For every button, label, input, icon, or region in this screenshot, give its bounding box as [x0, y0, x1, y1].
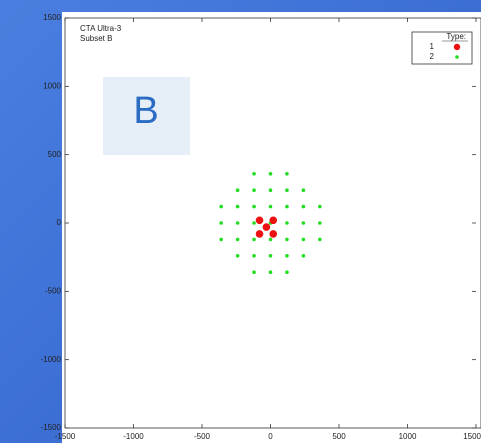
- badge: B: [133, 90, 158, 132]
- point: [301, 221, 306, 225]
- point: [269, 230, 278, 238]
- legend-box: [411, 31, 473, 65]
- annotation: CTA Ultra-3: [80, 24, 122, 33]
- point: [269, 216, 278, 225]
- point: [301, 254, 306, 258]
- point: [318, 204, 322, 209]
- point: [255, 216, 264, 225]
- y-tick-label: -500: [45, 286, 62, 295]
- point: [285, 221, 289, 225]
- point: [252, 204, 256, 209]
- point: [268, 172, 273, 176]
- x-tick-label: -1500: [55, 432, 76, 441]
- y-tick-label: 1000: [43, 81, 61, 90]
- point: [301, 204, 306, 209]
- y-tick-label: 500: [48, 150, 62, 159]
- point: [268, 204, 273, 209]
- point: [235, 221, 240, 225]
- point: [219, 204, 223, 209]
- x-tick-label: -500: [194, 432, 211, 441]
- y-tick-label: 1500: [43, 13, 61, 22]
- point: [268, 188, 273, 192]
- point: [301, 237, 306, 242]
- point: [252, 270, 256, 275]
- point: [268, 254, 273, 258]
- point: [285, 237, 289, 242]
- y-tick-label: 0: [57, 218, 62, 227]
- x-tick-label: 1000: [399, 432, 417, 441]
- point: [285, 254, 289, 258]
- y-tick-label: -1000: [41, 355, 62, 364]
- point: [318, 237, 322, 242]
- point: [285, 204, 289, 209]
- point: [285, 172, 289, 176]
- point: [235, 254, 240, 258]
- annotation: Subset B: [80, 34, 112, 43]
- point: [252, 188, 256, 192]
- point: [262, 223, 271, 231]
- y-tick-label: -1500: [41, 423, 62, 432]
- point: [252, 237, 256, 242]
- legend-swatch: [455, 55, 459, 59]
- point: [301, 188, 306, 192]
- point: [252, 254, 256, 258]
- legend-swatch: [453, 43, 461, 51]
- x-tick-label: 0: [268, 432, 273, 441]
- x-tick-label: -1000: [123, 432, 144, 441]
- point: [252, 221, 256, 225]
- point: [268, 270, 273, 275]
- badge-box: [103, 77, 190, 155]
- point: [285, 270, 289, 275]
- point: [219, 237, 223, 242]
- point: [255, 230, 264, 238]
- point: [318, 221, 322, 225]
- point: [285, 188, 289, 192]
- x-tick-label: 500: [332, 432, 346, 441]
- point: [235, 188, 240, 192]
- point: [235, 204, 240, 209]
- plot-panel: [62, 12, 481, 443]
- point: [219, 221, 223, 225]
- legend-title: Type:: [446, 32, 466, 41]
- legend-label: 1: [430, 42, 435, 51]
- legend-label: 2: [430, 52, 435, 61]
- point: [252, 172, 256, 176]
- point: [268, 237, 273, 242]
- point: [235, 237, 240, 242]
- x-tick-label: 1500: [463, 432, 481, 441]
